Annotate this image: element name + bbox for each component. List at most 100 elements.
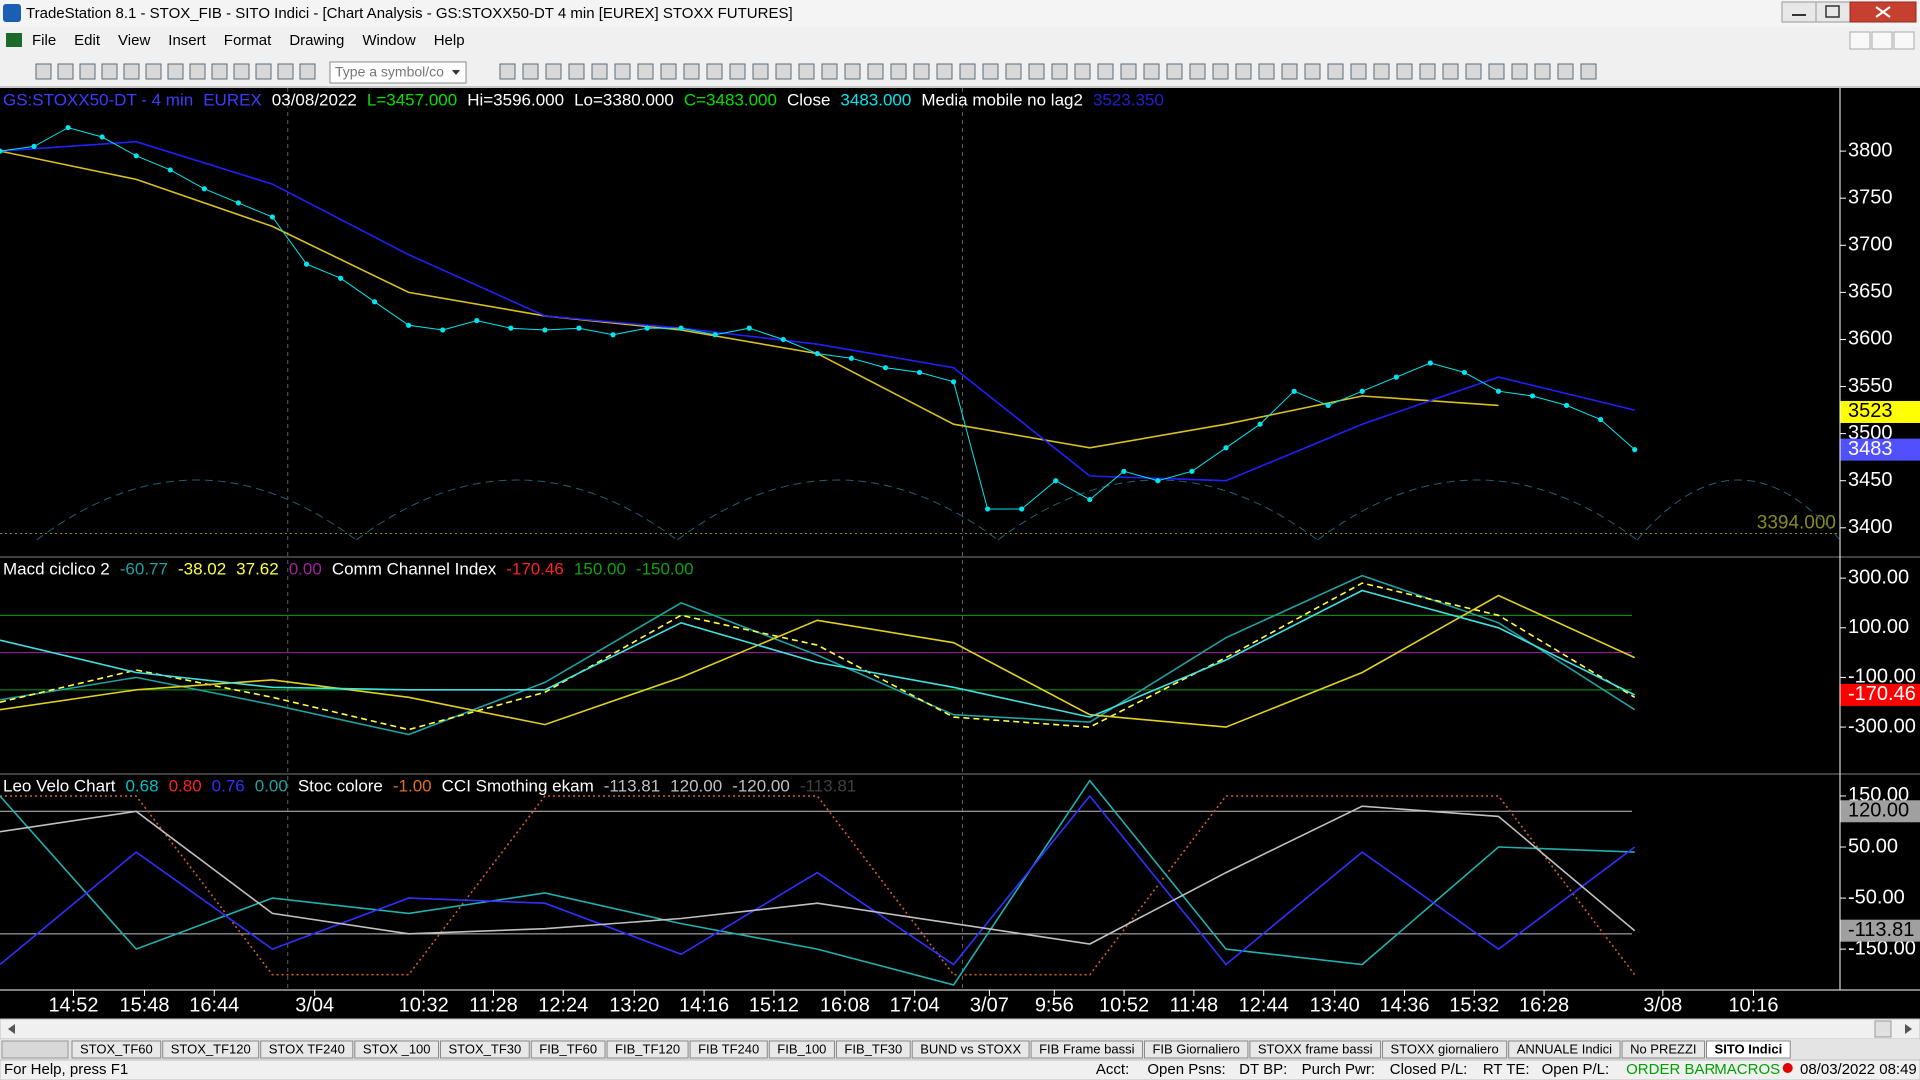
tab-shape[interactable] [1249,1040,1382,1059]
tab-label[interactable]: FIB Frame bassi [1039,1041,1134,1056]
tool-icon[interactable] [1580,63,1597,80]
tool-icon[interactable] [1396,63,1413,80]
tool-icon[interactable] [1235,63,1252,80]
tab[interactable]: STOXX frame bassi [1249,1040,1382,1059]
tab-label[interactable]: FIB_100 [777,1041,826,1056]
tool-icon[interactable] [591,63,608,80]
tool-icon[interactable] [211,63,228,80]
tab[interactable]: STOX_TF60 [71,1040,162,1059]
tool-icon[interactable] [798,63,815,80]
tool-icon[interactable] [913,63,930,80]
tool-icon[interactable] [299,63,316,80]
tool-icon[interactable] [545,63,562,80]
tool-icon[interactable] [35,63,52,80]
tool-icon[interactable] [1327,63,1344,80]
tab-label[interactable]: ANNUALE Indici [1517,1041,1612,1056]
tool-icon[interactable] [1005,63,1022,80]
tool-icon[interactable] [101,63,118,80]
tab-label[interactable]: STOX TF240 [269,1041,345,1056]
tab-label[interactable]: STOX_TF120 [171,1041,251,1056]
tool-icon[interactable] [1442,63,1459,80]
tool-icon[interactable] [57,63,74,80]
tab-label[interactable]: STOXX giornaliero [1391,1041,1499,1056]
tool-icon[interactable] [123,63,140,80]
menu-item[interactable]: File [32,32,56,49]
tab-shape[interactable] [71,1040,162,1059]
tool-icon[interactable] [1534,63,1551,80]
menu-item[interactable]: Edit [74,32,101,49]
symbol-box[interactable] [329,61,467,84]
tab-shape[interactable] [768,1040,835,1059]
tool-icon[interactable] [821,63,838,80]
status-macros[interactable]: MACROS [1714,1061,1780,1078]
tab-label[interactable]: FIB_TF60 [539,1041,597,1056]
tab-label[interactable]: STOX _100 [363,1041,431,1056]
tab-label[interactable]: FIB_TF30 [844,1041,902,1056]
tool-icon[interactable] [145,63,162,80]
tab[interactable]: BUND vs STOXX [911,1040,1030,1059]
tab-shape[interactable] [162,1040,260,1059]
tab-label[interactable]: STOX_TF30 [449,1041,522,1056]
tab-shape[interactable] [1030,1040,1143,1059]
mdi-close[interactable] [1893,31,1915,50]
tool-icon[interactable] [1258,63,1275,80]
tab[interactable]: STOX _100 [354,1040,440,1059]
tab[interactable]: FIB_TF120 [606,1040,689,1059]
tab[interactable]: FIB Giornaliero [1143,1040,1249,1059]
scroll-right[interactable] [1905,1024,1912,1034]
tab[interactable]: SITO Indici [1706,1040,1791,1059]
tool-icon[interactable] [1281,63,1298,80]
tool-icon[interactable] [660,63,677,80]
tab-label[interactable]: No PREZZI [1630,1041,1696,1056]
tool-icon[interactable] [959,63,976,80]
scroll-left[interactable] [8,1024,15,1034]
tab-label[interactable]: BUND vs STOXX [920,1041,1021,1056]
tool-icon[interactable] [729,63,746,80]
tool-icon[interactable] [255,63,272,80]
tab-shape[interactable] [689,1040,768,1059]
tool-icon[interactable] [867,63,884,80]
tab-shape[interactable] [260,1040,354,1059]
tab-nav[interactable] [1,1040,69,1059]
tab-shape[interactable] [1508,1040,1621,1059]
tool-icon[interactable] [568,63,585,80]
minimize-button[interactable] [1781,1,1817,23]
tool-icon[interactable] [189,63,206,80]
tool-icon[interactable] [752,63,769,80]
tool-icon[interactable] [1465,63,1482,80]
tool-icon[interactable] [167,63,184,80]
tab[interactable]: FIB Frame bassi [1030,1040,1143,1059]
tab[interactable]: FIB TF240 [689,1040,768,1059]
tab-shape[interactable] [911,1040,1030,1059]
tool-icon[interactable] [1166,63,1183,80]
tool-icon[interactable] [1051,63,1068,80]
tab-label[interactable]: FIB TF240 [698,1041,759,1056]
tool-icon[interactable] [706,63,723,80]
tab-shape[interactable] [1382,1040,1508,1059]
tab-shape[interactable] [354,1040,440,1059]
tab-shape[interactable] [606,1040,689,1059]
tool-icon[interactable] [683,63,700,80]
tab[interactable]: ANNUALE Indici [1508,1040,1621,1059]
tool-icon[interactable] [614,63,631,80]
mdi-minimize[interactable] [1849,31,1871,50]
tab-shape[interactable] [530,1040,606,1059]
tab[interactable]: STOX TF240 [260,1040,354,1059]
tab[interactable]: FIB_100 [768,1040,835,1059]
tool-icon[interactable] [1028,63,1045,80]
tab[interactable]: FIB_TF30 [835,1040,911,1059]
menu-item[interactable]: Drawing [289,32,344,49]
menu-item[interactable]: Format [224,32,272,49]
tool-icon[interactable] [844,63,861,80]
menu-item[interactable]: Insert [168,32,206,49]
tool-icon[interactable] [1511,63,1528,80]
tool-icon[interactable] [637,63,654,80]
tab[interactable]: STOX_TF30 [440,1040,530,1059]
scrollbar[interactable] [0,1018,1920,1040]
mdi-restore[interactable] [1871,31,1893,50]
tab-label[interactable]: STOX_TF60 [80,1041,153,1056]
tab-label[interactable]: FIB_TF120 [615,1041,680,1056]
tab-label[interactable]: FIB Giornaliero [1152,1041,1239,1056]
tool-icon[interactable] [936,63,953,80]
scroll-thumb[interactable] [1874,1020,1892,1038]
